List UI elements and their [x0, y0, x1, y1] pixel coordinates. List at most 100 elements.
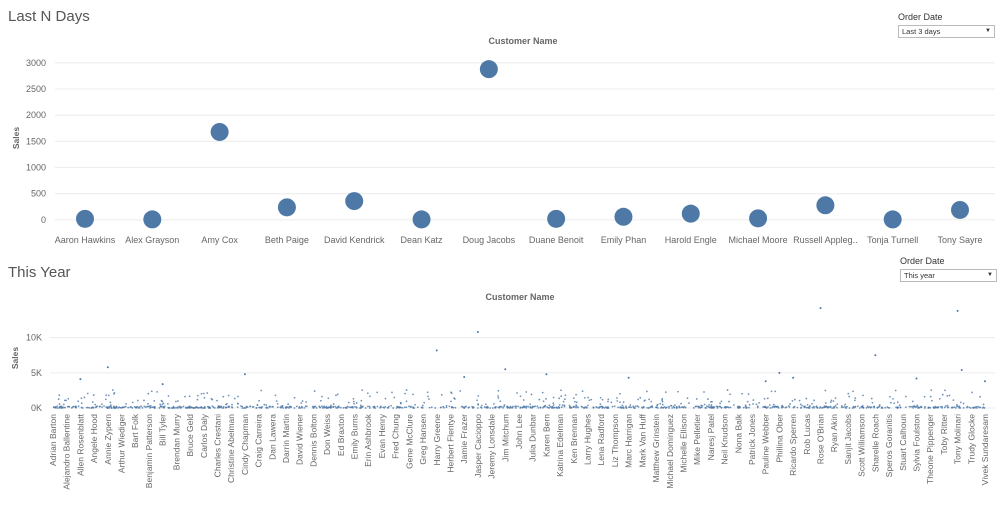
- data-point[interactable]: [263, 403, 266, 406]
- data-point[interactable]: [143, 210, 162, 229]
- data-point[interactable]: [847, 392, 850, 395]
- data-point[interactable]: [981, 407, 984, 409]
- data-point[interactable]: [525, 391, 528, 393]
- data-point[interactable]: [507, 406, 509, 409]
- data-point[interactable]: [829, 401, 832, 403]
- data-point[interactable]: [379, 406, 381, 409]
- data-point[interactable]: [643, 400, 646, 402]
- data-point[interactable]: [616, 400, 619, 402]
- data-point[interactable]: [954, 407, 957, 409]
- data-point[interactable]: [791, 399, 794, 402]
- data-point[interactable]: [149, 405, 152, 407]
- data-point[interactable]: [661, 400, 664, 403]
- data-point[interactable]: [605, 406, 608, 409]
- data-point[interactable]: [477, 403, 479, 405]
- data-point[interactable]: [390, 404, 393, 407]
- data-point[interactable]: [428, 398, 430, 400]
- data-point[interactable]: [131, 407, 134, 409]
- data-point[interactable]: [166, 402, 169, 405]
- data-point[interactable]: [265, 404, 268, 406]
- data-point[interactable]: [185, 407, 187, 409]
- data-point[interactable]: [159, 405, 162, 408]
- data-point[interactable]: [251, 406, 254, 408]
- data-point[interactable]: [832, 400, 835, 403]
- data-point[interactable]: [587, 396, 590, 399]
- data-point[interactable]: [688, 402, 690, 404]
- data-point[interactable]: [592, 406, 595, 409]
- data-point[interactable]: [179, 407, 182, 409]
- data-point[interactable]: [944, 405, 947, 407]
- data-point[interactable]: [168, 407, 171, 409]
- data-point[interactable]: [115, 406, 118, 408]
- data-point[interactable]: [92, 394, 95, 396]
- data-point[interactable]: [575, 401, 578, 404]
- data-point[interactable]: [412, 406, 414, 409]
- data-point[interactable]: [196, 394, 199, 397]
- data-point[interactable]: [749, 209, 768, 228]
- data-point[interactable]: [681, 204, 700, 223]
- data-point[interactable]: [334, 405, 337, 408]
- data-point[interactable]: [610, 401, 613, 404]
- data-point[interactable]: [184, 395, 186, 398]
- data-point[interactable]: [668, 405, 670, 408]
- data-point[interactable]: [189, 406, 192, 409]
- data-point[interactable]: [497, 395, 499, 397]
- data-point[interactable]: [61, 407, 64, 409]
- data-point[interactable]: [564, 398, 566, 401]
- data-point[interactable]: [871, 401, 874, 404]
- data-point[interactable]: [575, 404, 578, 407]
- data-point[interactable]: [280, 405, 283, 408]
- data-point[interactable]: [113, 407, 115, 409]
- data-point[interactable]: [202, 407, 205, 409]
- data-point[interactable]: [815, 405, 818, 408]
- data-point[interactable]: [434, 407, 437, 409]
- data-point[interactable]: [710, 403, 713, 406]
- data-point[interactable]: [367, 405, 369, 408]
- data-point[interactable]: [856, 405, 859, 408]
- data-point[interactable]: [244, 407, 247, 409]
- data-point[interactable]: [196, 398, 199, 401]
- data-point[interactable]: [315, 407, 318, 409]
- data-point[interactable]: [147, 392, 150, 395]
- data-point[interactable]: [946, 394, 949, 397]
- data-point[interactable]: [599, 396, 602, 399]
- data-point[interactable]: [243, 407, 246, 409]
- data-point[interactable]: [834, 404, 837, 407]
- data-point[interactable]: [573, 405, 576, 408]
- data-point[interactable]: [321, 405, 323, 408]
- data-point[interactable]: [245, 405, 248, 408]
- outlier-point[interactable]: [463, 376, 466, 379]
- outlier-point[interactable]: [504, 368, 507, 371]
- data-point[interactable]: [715, 405, 718, 408]
- data-point[interactable]: [700, 404, 703, 407]
- data-point[interactable]: [789, 403, 792, 405]
- data-point[interactable]: [681, 406, 684, 409]
- data-point[interactable]: [332, 406, 335, 409]
- data-point[interactable]: [412, 393, 414, 396]
- data-point[interactable]: [476, 399, 478, 402]
- data-point[interactable]: [326, 406, 328, 409]
- data-point[interactable]: [633, 407, 636, 409]
- data-point[interactable]: [805, 406, 808, 409]
- data-point[interactable]: [104, 398, 107, 401]
- data-point[interactable]: [719, 405, 722, 408]
- data-point[interactable]: [889, 401, 892, 404]
- data-point[interactable]: [130, 405, 132, 408]
- outlier-point[interactable]: [435, 349, 438, 352]
- data-point[interactable]: [575, 393, 578, 396]
- data-point[interactable]: [611, 405, 614, 408]
- data-point[interactable]: [452, 406, 455, 409]
- data-point[interactable]: [583, 407, 586, 409]
- data-point[interactable]: [80, 397, 83, 400]
- data-point[interactable]: [110, 406, 113, 409]
- data-point[interactable]: [440, 406, 442, 409]
- data-point[interactable]: [767, 406, 769, 408]
- data-point[interactable]: [143, 405, 146, 408]
- data-point[interactable]: [480, 404, 483, 407]
- data-point[interactable]: [939, 405, 942, 408]
- data-point[interactable]: [601, 398, 604, 401]
- data-point[interactable]: [908, 405, 911, 408]
- data-point[interactable]: [811, 406, 814, 409]
- data-point[interactable]: [708, 404, 710, 406]
- data-point[interactable]: [236, 406, 239, 409]
